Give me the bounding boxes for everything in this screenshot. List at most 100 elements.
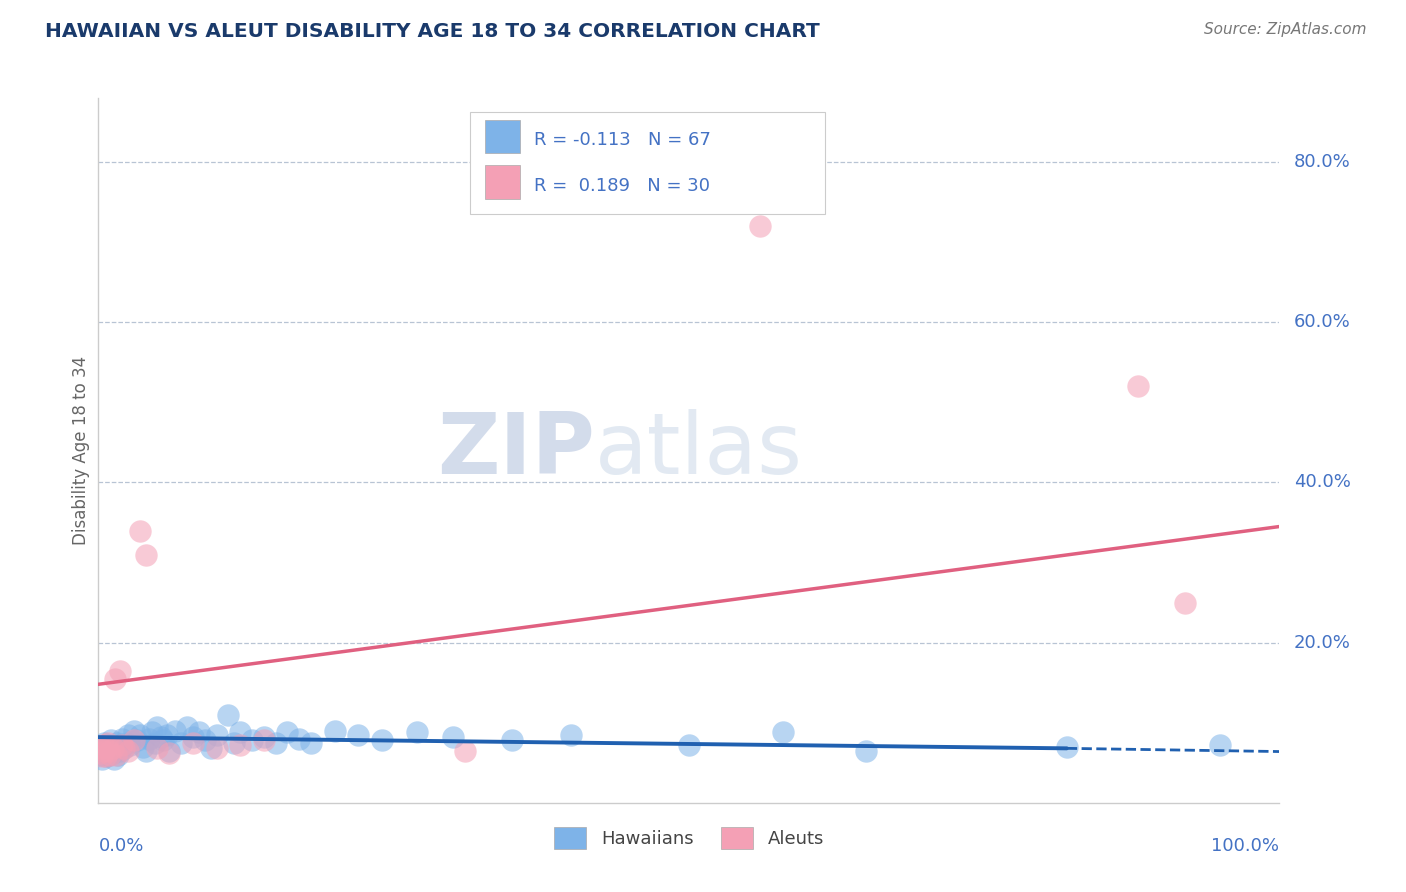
Point	[112, 741, 135, 756]
Point	[108, 744, 131, 758]
Point	[107, 747, 129, 762]
Point	[111, 738, 134, 752]
Point	[276, 725, 298, 739]
Text: HAWAIIAN VS ALEUT DISABILITY AGE 18 TO 34 CORRELATION CHART: HAWAIIAN VS ALEUT DISABILITY AGE 18 TO 3…	[45, 22, 820, 41]
Point	[91, 752, 114, 766]
Point	[90, 741, 112, 756]
Point	[122, 723, 145, 738]
Point	[1126, 379, 1149, 393]
Text: Source: ZipAtlas.com: Source: ZipAtlas.com	[1204, 22, 1367, 37]
Text: 40.0%: 40.0%	[1294, 474, 1351, 491]
Point	[264, 736, 287, 750]
Point	[141, 725, 163, 739]
Text: 20.0%: 20.0%	[1294, 633, 1351, 652]
Point	[855, 744, 877, 758]
Point	[91, 738, 114, 752]
Legend: Hawaiians, Aleuts: Hawaiians, Aleuts	[547, 820, 831, 855]
Point	[347, 728, 370, 742]
Point	[229, 725, 252, 739]
Point	[97, 738, 120, 752]
Point	[288, 731, 311, 746]
Point	[170, 736, 193, 750]
Point	[98, 747, 121, 762]
Point	[100, 733, 122, 747]
Point	[127, 733, 149, 747]
Point	[91, 746, 114, 760]
Point	[1174, 596, 1197, 610]
Point	[187, 725, 209, 739]
Point	[89, 746, 111, 760]
Point	[253, 733, 276, 747]
Point	[97, 736, 120, 750]
Point	[98, 747, 121, 762]
Point	[91, 749, 114, 764]
Point	[678, 738, 700, 752]
Point	[143, 736, 166, 750]
Point	[181, 730, 204, 744]
Point	[94, 749, 117, 764]
Point	[117, 744, 139, 758]
Point	[122, 733, 145, 747]
FancyBboxPatch shape	[471, 112, 825, 214]
Point	[229, 738, 252, 752]
Point	[105, 741, 128, 756]
Bar	[485, 166, 520, 199]
Point	[104, 739, 127, 754]
Point	[406, 725, 429, 739]
Point	[501, 733, 523, 747]
Point	[205, 728, 228, 742]
Point	[93, 744, 115, 758]
Point	[560, 728, 582, 742]
Y-axis label: Disability Age 18 to 34: Disability Age 18 to 34	[72, 356, 90, 545]
Text: 60.0%: 60.0%	[1294, 313, 1350, 331]
Point	[90, 744, 112, 758]
Point	[371, 733, 394, 747]
Point	[441, 730, 464, 744]
Text: R = -0.113   N = 67: R = -0.113 N = 67	[534, 131, 711, 149]
Point	[89, 747, 111, 762]
Point	[200, 741, 222, 756]
Point	[150, 730, 173, 744]
Point	[224, 736, 246, 750]
Point	[157, 744, 180, 758]
Point	[93, 736, 115, 750]
Point	[453, 744, 475, 758]
Text: R =  0.189   N = 30: R = 0.189 N = 30	[534, 177, 710, 194]
Point	[96, 739, 118, 754]
Point	[323, 723, 346, 738]
Point	[94, 749, 117, 764]
Point	[128, 524, 150, 538]
Point	[110, 738, 132, 752]
Point	[128, 728, 150, 742]
Point	[115, 736, 138, 750]
Point	[240, 733, 263, 747]
Point	[1209, 738, 1232, 752]
Text: ZIP: ZIP	[437, 409, 595, 492]
Point	[194, 733, 217, 747]
Point	[117, 728, 139, 742]
Point	[138, 731, 160, 746]
Point	[104, 672, 127, 686]
Point	[156, 728, 179, 742]
Point	[108, 664, 131, 678]
Point	[772, 725, 794, 739]
Point	[101, 746, 124, 760]
Point	[176, 720, 198, 734]
Point	[748, 219, 770, 234]
Point	[146, 720, 169, 734]
Point	[91, 739, 114, 754]
Point	[120, 738, 142, 752]
Point	[1056, 739, 1078, 754]
Point	[165, 723, 187, 738]
Point	[217, 707, 239, 722]
Point	[135, 548, 157, 562]
Bar	[485, 120, 520, 153]
Point	[112, 741, 135, 756]
Point	[146, 741, 169, 756]
Point	[103, 752, 125, 766]
Point	[157, 746, 180, 760]
Point	[299, 736, 322, 750]
Text: atlas: atlas	[595, 409, 803, 492]
Point	[98, 744, 121, 758]
Text: 0.0%: 0.0%	[98, 837, 143, 855]
